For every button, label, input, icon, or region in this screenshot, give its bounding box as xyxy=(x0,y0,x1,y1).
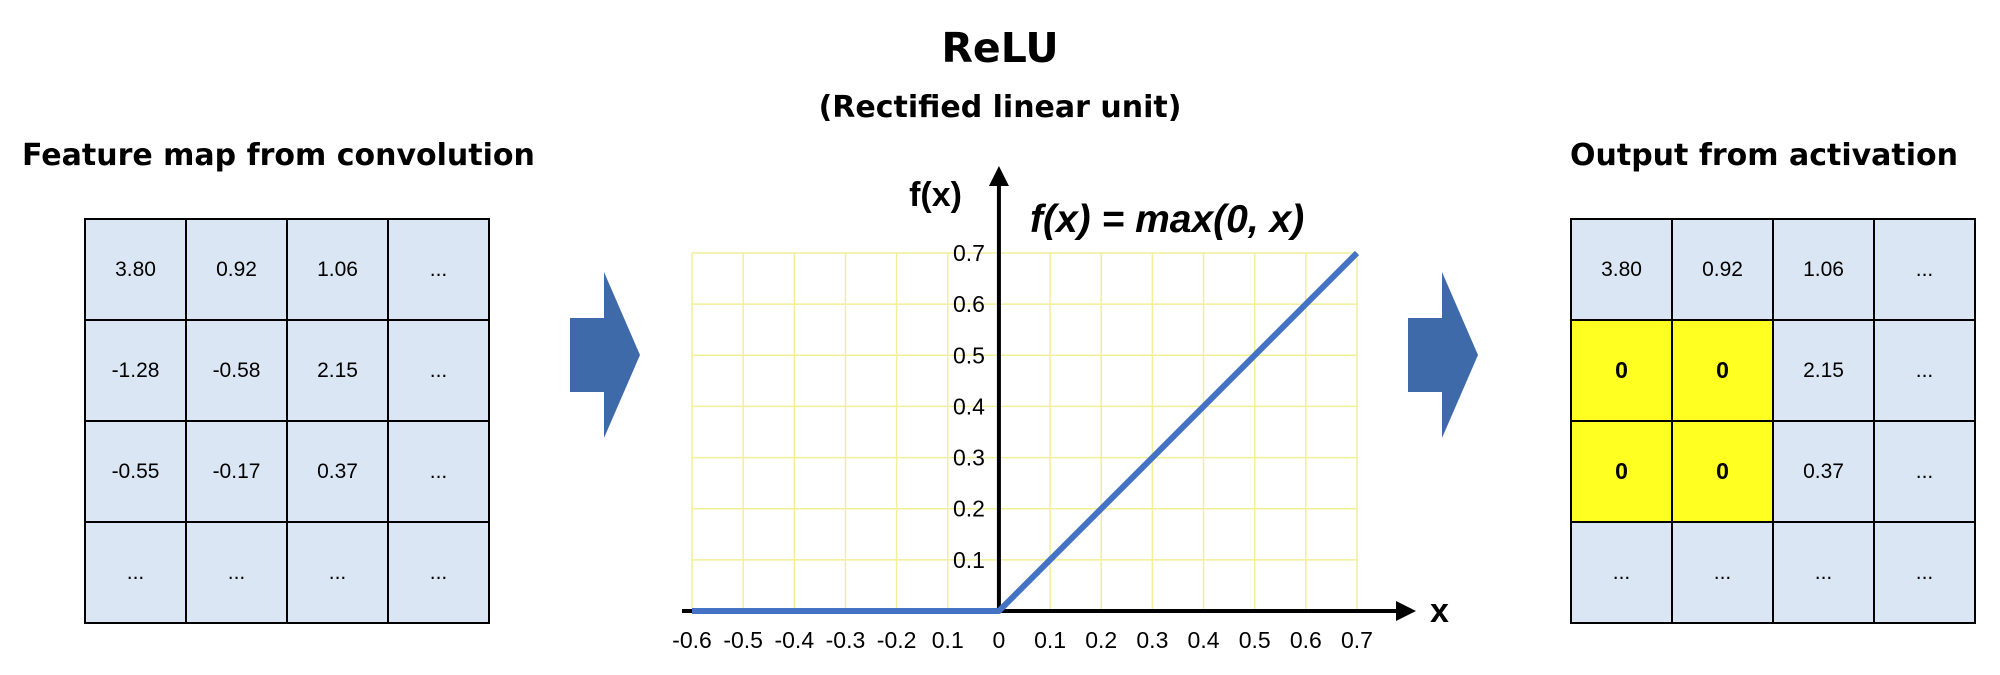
y-tick-label: 0.2 xyxy=(953,496,985,522)
matrix-cell: ... xyxy=(186,522,287,623)
x-tick-label: -0.3 xyxy=(826,627,866,653)
matrix-cell: -0.17 xyxy=(186,421,287,522)
matrix-cell: ... xyxy=(388,522,489,623)
diagram-title: ReLU xyxy=(941,24,1059,72)
matrix-cell: ... xyxy=(85,522,186,623)
x-tick-label: 0.4 xyxy=(1188,627,1220,653)
matrix-cell: 1.06 xyxy=(1773,219,1874,320)
y-axis-label: f(x) xyxy=(909,176,962,214)
matrix-cell: ... xyxy=(388,219,489,320)
x-tick-label: 0.1 xyxy=(932,627,964,653)
matrix-cell: ... xyxy=(287,522,388,623)
arrow-right-icon xyxy=(1408,272,1478,438)
matrix-cell: 3.80 xyxy=(1571,219,1672,320)
x-tick-label: 0.1 xyxy=(1034,627,1066,653)
x-tick-label: 0.2 xyxy=(1085,627,1117,653)
flow-arrow-left xyxy=(570,272,640,438)
matrix-cell: -0.55 xyxy=(85,421,186,522)
matrix-cell: 0.37 xyxy=(1773,421,1874,522)
arrow-right-icon xyxy=(570,272,640,438)
x-tick-label: 0.3 xyxy=(1136,627,1168,653)
matrix-cell: -1.28 xyxy=(85,320,186,421)
y-axis-arrowhead-icon xyxy=(988,166,1009,186)
x-tick-label: 0.6 xyxy=(1290,627,1322,653)
matrix-cell: 3.80 xyxy=(85,219,186,320)
zeroed-cell: 0 xyxy=(1571,421,1672,522)
left-heading: Feature map from convolution xyxy=(22,138,535,173)
matrix-cell: ... xyxy=(1672,522,1773,623)
matrix-cell: ... xyxy=(1874,421,1975,522)
matrix-cell: ... xyxy=(388,421,489,522)
matrix-cell: 0.92 xyxy=(1672,219,1773,320)
matrix-cell: 0.37 xyxy=(287,421,388,522)
matrix-cell: ... xyxy=(388,320,489,421)
chart-series xyxy=(692,250,1360,614)
x-tick-label: -0.6 xyxy=(672,627,712,653)
zeroed-cell: 0 xyxy=(1672,421,1773,522)
matrix-cell: 0.92 xyxy=(186,219,287,320)
relu-line xyxy=(692,250,1360,614)
flow-arrow-right xyxy=(1408,272,1478,438)
x-tick-label: -0.5 xyxy=(723,627,763,653)
matrix-cell: ... xyxy=(1773,522,1874,623)
chart-ticks: -0.6 -0.5 -0.4 -0.3 -0.2 0.1 0 0.1 0.2 0.3 0.4 0.5 0… xyxy=(672,240,1373,653)
y-tick-label: 0.1 xyxy=(953,547,985,573)
x-tick-label: 0.5 xyxy=(1239,627,1271,653)
matrix-cell: 2.15 xyxy=(1773,320,1874,421)
matrix-cell: -0.58 xyxy=(186,320,287,421)
activation-output-matrix: 3.80 0.92 1.06 ... 0 0 2.15 ... 0 0 0.37… xyxy=(1570,218,1976,624)
y-tick-label: 0.5 xyxy=(953,342,985,368)
y-tick-label: 0.6 xyxy=(953,291,985,317)
y-tick-label: 0.4 xyxy=(953,393,985,419)
matrix-cell: 2.15 xyxy=(287,320,388,421)
matrix-cell: ... xyxy=(1874,320,1975,421)
matrix-cell: ... xyxy=(1874,522,1975,623)
feature-map-matrix: 3.80 0.92 1.06 ... -1.28 -0.58 2.15 ... … xyxy=(84,218,490,624)
zeroed-cell: 0 xyxy=(1571,320,1672,421)
chart-grid xyxy=(691,252,1358,612)
zeroed-cell: 0 xyxy=(1672,320,1773,421)
diagram-subtitle: (Rectified linear unit) xyxy=(818,90,1182,125)
y-tick-label: 0.3 xyxy=(953,445,985,471)
matrix-cell: ... xyxy=(1571,522,1672,623)
x-tick-label: 0 xyxy=(993,627,1006,653)
x-tick-label: -0.4 xyxy=(774,627,814,653)
x-tick-label: 0.7 xyxy=(1341,627,1373,653)
chart-labels: f(x) x f(x) = max(0, x) xyxy=(909,176,1449,630)
matrix-cell: 1.06 xyxy=(287,219,388,320)
matrix-cell: ... xyxy=(1874,219,1975,320)
x-tick-label: -0.2 xyxy=(877,627,917,653)
x-axis-arrowhead-icon xyxy=(1396,601,1416,621)
right-heading: Output from activation xyxy=(1570,138,1959,173)
y-tick-label: 0.7 xyxy=(953,240,985,266)
x-axis-label: x xyxy=(1430,592,1449,630)
relu-formula: f(x) = max(0, x) xyxy=(1030,198,1304,241)
